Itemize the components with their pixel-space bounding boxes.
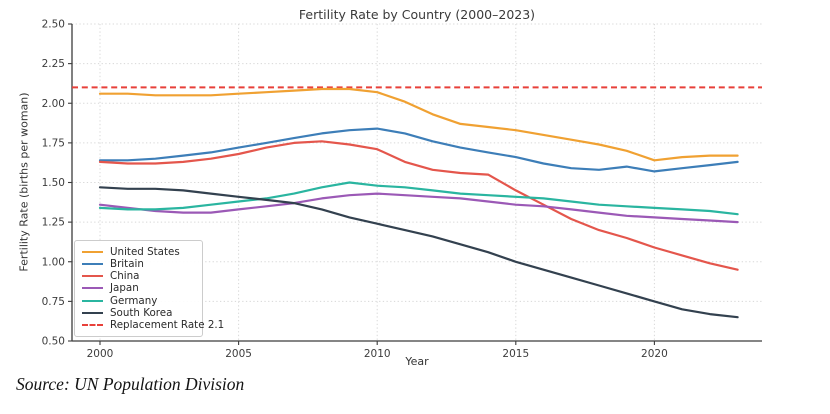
series-line-germany — [98, 181, 739, 216]
legend-item-south-korea: South Korea — [82, 307, 198, 319]
y-tick-label: 2.50 — [42, 19, 65, 31]
legend-swatch-replacement-rate — [82, 323, 103, 326]
series-line-china — [98, 140, 739, 271]
source-note: Source: UN Population Division — [16, 374, 245, 394]
legend-label: Replacement Rate 2.1 — [110, 318, 225, 331]
y-tick-label: 2.25 — [42, 58, 65, 70]
legend-swatch-japan — [82, 287, 103, 290]
plot-area: 2.50 2.25 2.00 1.75 1.50 1.25 1.00 0.75 0.50 2000… — [42, 19, 762, 360]
legend-item-china: China — [82, 270, 198, 282]
series-line-britain — [98, 127, 739, 173]
x-tick-label: 2010 — [364, 348, 391, 360]
y-tick-label: 1.00 — [42, 256, 65, 268]
legend-swatch-united-states — [82, 251, 103, 253]
chart-title: Fertility Rate by Country (2000–2023) — [298, 7, 536, 22]
y-tick-label: 0.75 — [42, 296, 65, 308]
legend-swatch-china — [82, 275, 103, 278]
y-tick-label: 2.00 — [42, 98, 65, 110]
y-tick-label: 1.75 — [42, 137, 65, 149]
legend-item-germany: Germany — [82, 295, 198, 307]
x-tick-label: 2005 — [225, 348, 252, 360]
series-line-united-states — [98, 87, 739, 162]
y-axis-label: Fertility Rate (births per woman) — [17, 92, 31, 272]
y-tick-label: 1.50 — [42, 177, 65, 189]
legend-swatch-germany — [82, 299, 103, 302]
legend-item-replacement-rate: Replacement Rate 2.1 — [82, 319, 224, 331]
series-line-japan — [98, 192, 739, 224]
legend-label: United States — [110, 246, 180, 258]
legend-item-japan: Japan — [82, 282, 198, 294]
legend-item-britain: Britain — [82, 258, 198, 270]
y-tick-label: 1.25 — [42, 217, 65, 229]
x-axis-label: Year — [405, 355, 429, 368]
series-line-south-korea — [98, 186, 739, 319]
x-tick-label: 2000 — [87, 348, 114, 360]
legend-label: Japan — [110, 282, 139, 295]
x-tick-label: 2015 — [502, 348, 529, 360]
legend-label: South Korea — [110, 306, 173, 319]
legend-item-united-states: United States — [82, 246, 198, 258]
legend: United States Britain China Japan German… — [74, 240, 224, 337]
legend-label: Germany — [110, 294, 158, 307]
legend-label: Britain — [110, 258, 144, 271]
legend-label: China — [110, 270, 140, 283]
legend-swatch-south-korea — [82, 311, 103, 314]
x-tick-label: 2020 — [641, 348, 668, 360]
legend-swatch-britain — [82, 263, 103, 266]
y-tick-label: 0.50 — [42, 336, 65, 348]
